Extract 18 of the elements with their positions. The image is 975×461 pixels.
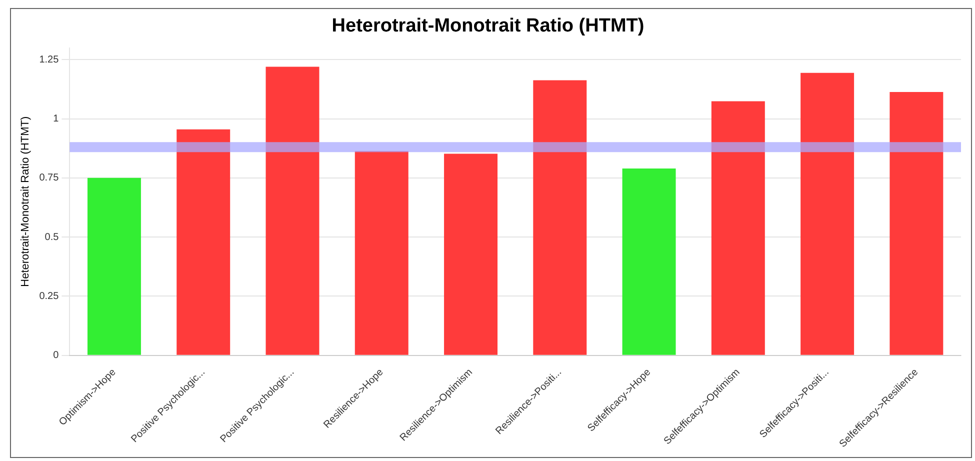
bar [800, 72, 854, 355]
y-tick-label: 0 [53, 350, 60, 362]
y-tick-label: 0.75 [39, 172, 60, 184]
bar [444, 154, 498, 355]
y-tick-label: 1 [53, 114, 60, 125]
bar [87, 178, 141, 355]
bar [266, 66, 320, 355]
bar [176, 129, 230, 355]
y-tick-label: 0.5 [44, 232, 60, 243]
y-axis-title: Heterotrait-Monotrait Ratio (HTMT) [20, 116, 32, 287]
bar [354, 150, 408, 355]
bar [622, 168, 676, 355]
y-tick-label: 0.25 [39, 290, 60, 302]
y-tick-label: 1.25 [39, 54, 60, 66]
bar [890, 92, 944, 355]
bar [533, 80, 587, 355]
chart-title: Heterotrait-Monotrait Ratio (HTMT) [332, 16, 644, 37]
bar [711, 101, 765, 355]
